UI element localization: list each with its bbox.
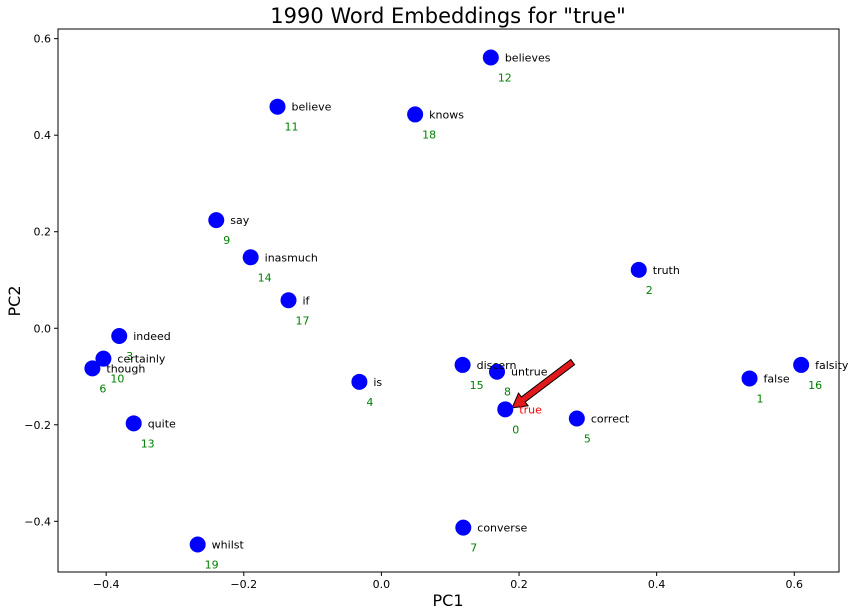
word-label: believe xyxy=(292,101,332,114)
data-point xyxy=(497,401,514,418)
y-tick-label: 0.4 xyxy=(34,129,52,142)
word-label: false xyxy=(764,372,790,385)
index-label: 17 xyxy=(296,314,310,327)
word-label: is xyxy=(373,376,382,389)
index-label: 18 xyxy=(422,128,436,141)
data-point xyxy=(793,356,810,373)
index-label: 3 xyxy=(126,350,133,363)
word-label: true xyxy=(519,403,542,416)
word-label: quite xyxy=(148,417,176,430)
data-point xyxy=(280,292,297,309)
arrow-layer xyxy=(511,358,576,409)
y-tick-label: −0.4 xyxy=(24,515,51,528)
data-point xyxy=(568,410,585,427)
word-label: whilst xyxy=(212,538,245,551)
index-label: 7 xyxy=(470,542,477,555)
index-label: 14 xyxy=(258,271,272,284)
data-point xyxy=(189,536,206,553)
word-label: converse xyxy=(477,522,527,535)
data-point xyxy=(630,261,647,278)
y-tick-label: 0.6 xyxy=(34,33,52,46)
word-label: believes xyxy=(505,51,551,64)
word-label: indeed xyxy=(133,330,171,343)
word-label: certainly xyxy=(117,353,165,366)
word-label: discern xyxy=(477,359,517,372)
index-label: 12 xyxy=(498,71,512,84)
index-label: 9 xyxy=(223,234,230,247)
word-label: though xyxy=(106,362,145,375)
data-point xyxy=(111,327,128,344)
x-tick-label: 0.6 xyxy=(786,578,804,591)
index-label: 1 xyxy=(757,392,764,405)
x-tick-label: 0.0 xyxy=(373,578,391,591)
x-tick-label: 0.2 xyxy=(510,578,528,591)
y-tick-label: 0.2 xyxy=(34,226,52,239)
index-label: 13 xyxy=(141,437,155,450)
index-label: 5 xyxy=(584,433,591,446)
data-point xyxy=(84,360,101,377)
word-label: correct xyxy=(591,413,630,426)
x-axis-title: PC1 xyxy=(433,591,464,610)
y-tick-label: −0.2 xyxy=(24,419,51,432)
y-axis-title: PC2 xyxy=(5,286,24,317)
data-point xyxy=(489,363,506,380)
word-label: knows xyxy=(429,108,464,121)
index-label: 16 xyxy=(808,379,822,392)
target-arrow xyxy=(511,358,576,409)
index-label: 11 xyxy=(285,121,299,134)
data-point xyxy=(741,370,758,387)
data-point xyxy=(242,249,259,266)
index-label: 10 xyxy=(110,373,124,386)
data-point xyxy=(454,356,471,373)
index-label: 8 xyxy=(504,386,511,399)
points-layer xyxy=(84,49,810,553)
index-label: 15 xyxy=(470,379,484,392)
x-axis: −0.4 −0.2 0.0 0.2 0.4 0.6 xyxy=(93,572,803,591)
index-label: 6 xyxy=(99,382,106,395)
word-label: inasmuch xyxy=(265,251,318,264)
word-label: truth xyxy=(653,264,680,277)
chart-title: 1990 Word Embeddings for "true" xyxy=(270,4,625,28)
data-point xyxy=(269,98,286,115)
data-point xyxy=(407,106,424,123)
data-point xyxy=(208,212,225,229)
data-point xyxy=(351,373,368,390)
data-point xyxy=(455,519,472,536)
word-label: untrue xyxy=(511,366,548,379)
word-label: say xyxy=(230,214,249,227)
y-axis: −0.4 −0.2 0.0 0.2 0.4 0.6 xyxy=(24,33,58,528)
data-point xyxy=(125,415,142,432)
y-tick-label: 0.0 xyxy=(34,322,52,335)
x-tick-label: −0.4 xyxy=(93,578,120,591)
word-label: if xyxy=(303,294,311,307)
word-label: falsity xyxy=(815,359,849,372)
data-point xyxy=(482,49,499,66)
index-label: 4 xyxy=(366,396,373,409)
x-tick-label: −0.2 xyxy=(230,578,257,591)
x-tick-label: 0.4 xyxy=(648,578,666,591)
index-label: 2 xyxy=(646,284,653,297)
index-label: 19 xyxy=(205,558,219,571)
plot-area xyxy=(57,28,840,573)
index-label: 0 xyxy=(512,423,519,436)
data-point xyxy=(95,350,112,367)
